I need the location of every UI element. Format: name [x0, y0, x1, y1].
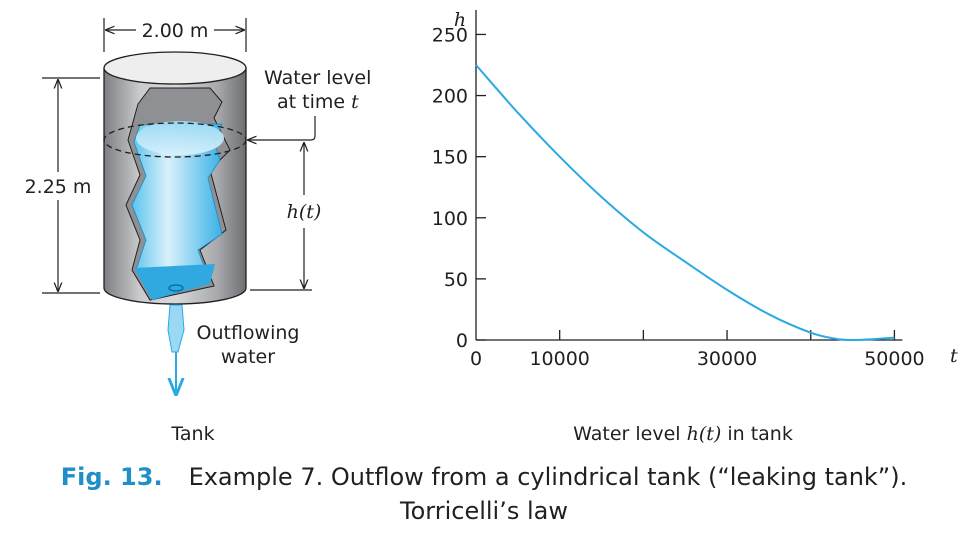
y-tick-label: 100	[432, 208, 468, 230]
height-label: 2.25 m	[25, 176, 92, 198]
level-label: h(t)	[287, 201, 322, 223]
outflow-label-line2: water	[221, 346, 275, 368]
water-level-leader	[248, 116, 316, 140]
figure-caption: Fig. 13. Example 7. Outflow from a cylind…	[0, 460, 968, 528]
series-line	[475, 64, 895, 342]
chart-sub-label: Water level h(t) in tank	[573, 423, 793, 445]
x-tick-label: 50000	[864, 348, 924, 370]
tank-top-rim	[103, 51, 247, 85]
x-axis-label: t	[950, 345, 958, 367]
y-tick-label: 0	[456, 330, 468, 352]
x-tick-label: 30000	[697, 348, 757, 370]
x-tick-label: 10000	[529, 348, 589, 370]
y-tick-label: 250	[432, 24, 468, 46]
water-level-label-line1: Water level	[264, 67, 371, 89]
caption-text-1: Example 7. Outflow from a cylindrical ta…	[188, 463, 908, 491]
water-level-chart: 0 50 100 150 200 250 0 10000 30000 50000 h t Wat…	[432, 9, 958, 445]
outflow-label-line1: Outflowing	[197, 322, 300, 344]
water-level-ring	[103, 122, 247, 158]
y-axis-label: h	[454, 9, 466, 31]
y-tick-label: 200	[432, 86, 468, 108]
figure-canvas: 2.00 m 2.25 m Water level at time t h(t)…	[25, 9, 958, 445]
width-label: 2.00 m	[142, 20, 209, 42]
outflow-stream	[167, 304, 185, 353]
y-tick-label: 150	[432, 147, 468, 169]
x-tick-label: 0	[470, 348, 482, 370]
water-level-label-line2: at time t	[277, 91, 359, 113]
tank-sub-label: Tank	[170, 423, 214, 445]
figure-number: Fig. 13.	[60, 463, 163, 491]
tank-diagram: 2.00 m 2.25 m Water level at time t h(t)…	[25, 18, 371, 445]
tank-bottom-water	[134, 264, 215, 300]
water-surface	[136, 121, 224, 155]
y-tick-label: 50	[444, 269, 468, 291]
caption-line1: Fig. 13. Example 7. Outflow from a cylind…	[0, 460, 968, 494]
drain-hole	[168, 284, 184, 292]
caption-text-2: Torricelli’s law	[400, 497, 568, 525]
